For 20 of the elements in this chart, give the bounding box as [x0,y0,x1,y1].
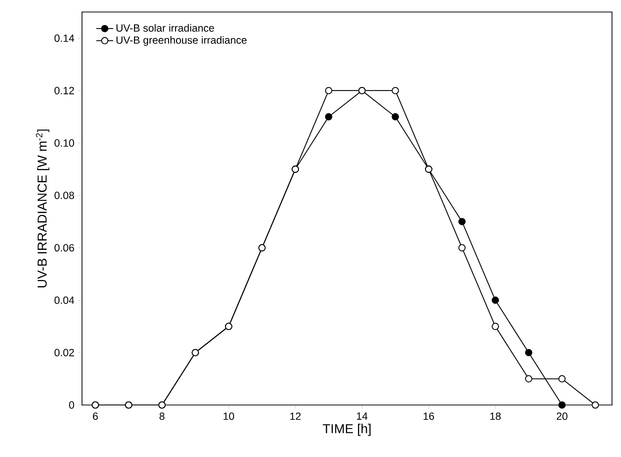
y-tick-label: 0.02 [54,348,74,356]
x-tick-label: 14 [356,412,368,420]
x-tick-label: 6 [92,412,98,420]
x-axis-title: TIME [h] [322,424,371,436]
x-tick-label: 10 [224,412,234,420]
x-tick-label: 12 [290,412,301,420]
legend-label: UV-B greenhouse irradiance [116,36,247,46]
legend-label: UV-B solar irradiance [116,24,214,32]
y-axis-title: UV-B IRRADIANCE [W m$^{-2}$] [36,130,50,288]
y-tick-label: 0.14 [54,34,74,42]
y-tick-label: 0.04 [54,296,74,304]
x-tick-label: 20 [556,412,568,420]
y-tick-label: 0 [69,401,74,409]
x-tick-label: 16 [424,412,434,420]
x-tick-label: 8 [160,412,164,420]
y-tick-label: 0.10 [54,139,74,147]
y-tick-label: 0.06 [54,244,74,252]
y-tick-label: 0.08 [54,192,74,200]
y-tick-label: 0.12 [54,86,74,94]
x-tick-label: 18 [490,412,501,420]
